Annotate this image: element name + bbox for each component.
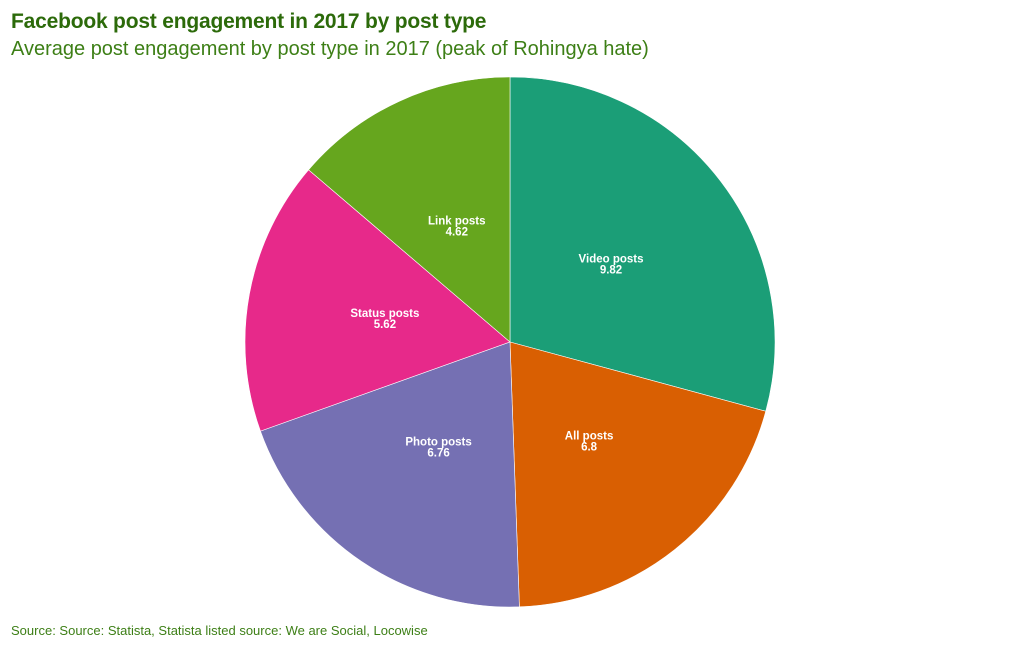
pie-slice-status-posts	[244, 169, 511, 432]
slice-label-link-posts: Link posts	[428, 215, 486, 227]
slice-value-link-posts: 4.62	[446, 226, 468, 238]
chart-subtitle: Average post engagement by post type in …	[11, 38, 649, 60]
slice-value-video-posts: 9.82	[600, 265, 622, 277]
pie-slice-video-posts	[509, 76, 776, 412]
slice-value-all-posts: 6.8	[581, 442, 598, 454]
slice-label-photo-posts: Photo posts	[405, 436, 471, 448]
source-note: Source: Source: Statista, Statista liste…	[11, 623, 428, 638]
slice-label-video-posts: Video posts	[579, 254, 644, 266]
slice-value-status-posts: 5.62	[374, 319, 396, 331]
pie-slice-all-posts	[509, 341, 767, 608]
slice-label-status-posts: Status posts	[350, 308, 419, 320]
chart-title: Facebook post engagement in 2017 by post…	[11, 10, 487, 33]
pie-slices	[244, 76, 776, 608]
pie-slice-link-posts	[308, 76, 511, 343]
slice-label-all-posts: All posts	[565, 431, 614, 443]
slice-value-photo-posts: 6.76	[427, 447, 449, 459]
